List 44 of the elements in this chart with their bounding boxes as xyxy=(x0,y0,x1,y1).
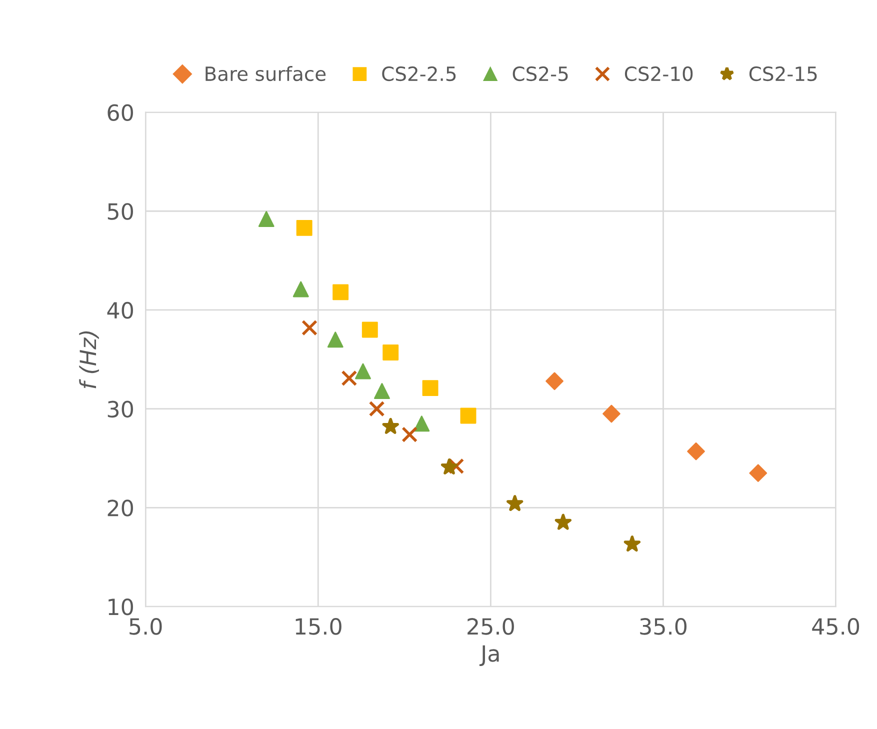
x-tick-label: 15.0 xyxy=(296,618,342,635)
point xyxy=(546,372,564,390)
y-tick-label: 10 xyxy=(108,598,133,616)
legend-label: CS2-15 xyxy=(749,66,817,82)
point xyxy=(355,363,371,380)
legend-label: CS2-2.5 xyxy=(382,66,456,82)
point xyxy=(506,495,524,512)
x-axis-title: Ja xyxy=(479,645,499,666)
x-tick-label: 5.0 xyxy=(130,618,162,635)
point xyxy=(554,514,572,530)
point xyxy=(382,344,399,360)
y-tick-label: 40 xyxy=(107,302,133,319)
point xyxy=(402,426,418,443)
point xyxy=(687,442,705,460)
point xyxy=(624,536,640,552)
y-tick-label: 50 xyxy=(108,203,133,220)
y-tick-label: 20 xyxy=(108,500,133,516)
point xyxy=(440,458,458,474)
point xyxy=(332,284,349,300)
point xyxy=(448,458,464,474)
y-tick-label: 30 xyxy=(108,400,133,418)
point xyxy=(296,220,312,236)
x-tick-label: 35.0 xyxy=(640,618,686,635)
x-tick-label: 45.0 xyxy=(812,618,860,635)
legend-label: CS2-10 xyxy=(624,66,693,82)
point xyxy=(368,400,385,417)
point xyxy=(258,211,274,228)
legend-label: Bare surface xyxy=(206,66,326,82)
point xyxy=(374,383,390,400)
point xyxy=(422,380,438,396)
legend-label: CS2-5 xyxy=(512,66,568,82)
point xyxy=(302,320,318,336)
x-tick-label: 25.0 xyxy=(468,618,514,635)
point xyxy=(602,404,620,423)
point xyxy=(382,418,399,434)
point xyxy=(414,416,430,432)
point xyxy=(292,281,309,298)
point xyxy=(749,464,768,482)
y-tick-label: 60 xyxy=(108,104,133,122)
point xyxy=(362,322,378,338)
point xyxy=(341,370,358,386)
point xyxy=(460,408,476,424)
point xyxy=(327,332,344,348)
y-axis-title: f (Hz) xyxy=(79,331,99,388)
